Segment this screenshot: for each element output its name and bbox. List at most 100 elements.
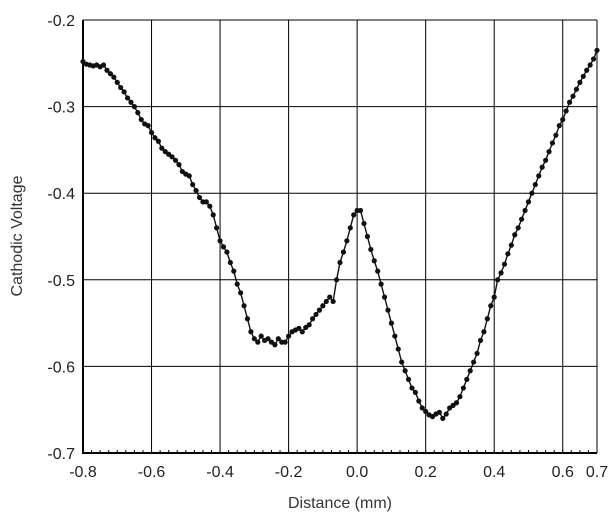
data-point-15	[131, 104, 137, 110]
data-point-22	[155, 138, 161, 144]
data-point-34	[196, 194, 203, 201]
data-point-10	[114, 79, 120, 85]
data-point-104	[436, 409, 442, 415]
data-point-73	[330, 298, 336, 305]
x-tick-label-8: 0.7	[586, 464, 608, 481]
data-point-60	[286, 333, 292, 339]
data-point-132	[532, 181, 538, 188]
data-point-90	[388, 320, 394, 326]
data-point-71	[323, 298, 329, 305]
x-tick-label-2: -0.4	[206, 464, 234, 481]
data-point-7	[104, 67, 110, 73]
data-point-47	[241, 303, 247, 309]
data-point-137	[549, 140, 556, 146]
data-point-110	[457, 394, 463, 400]
x-tick-label-3: -0.2	[275, 464, 303, 481]
data-point-129	[522, 207, 528, 214]
tick-labels: -0.8 -0.6 -0.4 -0.2 0.0 0.2 0.4 0.6 0.7 -0.2 -0.3 -…	[47, 13, 608, 481]
grid	[82, 19, 598, 454]
data-point-52	[258, 333, 264, 339]
data-point-66	[306, 322, 312, 328]
data-point-140	[560, 116, 566, 123]
y-tick-label-3: -0.5	[47, 273, 75, 290]
data-point-83	[364, 233, 371, 240]
data-point-59	[282, 339, 288, 345]
data-point-146	[580, 73, 586, 79]
data-point-28	[176, 162, 182, 168]
data-point-46	[238, 290, 244, 296]
x-tick-label-0: -0.8	[69, 464, 97, 481]
data-point-13	[124, 95, 131, 101]
data-point-98	[416, 398, 422, 404]
data-point-92	[395, 346, 401, 352]
data-point-143	[570, 93, 576, 99]
data-point-70	[320, 303, 326, 309]
data-point-95	[405, 376, 412, 382]
data-point-128	[519, 216, 525, 222]
data-point-117	[481, 329, 487, 335]
data-point-113	[467, 368, 473, 374]
data-point-136	[546, 149, 552, 155]
y-tick-label-0: -0.2	[47, 13, 75, 30]
data-point-91	[392, 333, 398, 339]
data-point-144	[573, 86, 580, 92]
data-point-112	[464, 376, 470, 382]
y-tick-label-1: -0.3	[47, 100, 75, 117]
data-point-123	[501, 261, 508, 267]
data-point-119	[488, 303, 494, 309]
data-point-94	[402, 368, 408, 374]
data-point-109	[453, 400, 460, 406]
y-axis-label: Cathodic Voltage	[9, 175, 26, 296]
data-point-17	[138, 116, 144, 123]
data-point-42	[224, 249, 230, 255]
x-tick-label-4: 0.0	[346, 464, 368, 481]
data-point-93	[399, 359, 405, 365]
data-point-12	[121, 89, 127, 95]
data-point-114	[471, 359, 477, 365]
data-point-8	[107, 71, 114, 77]
data-point-57	[275, 336, 281, 342]
data-point-122	[498, 270, 504, 276]
data-point-116	[477, 337, 484, 344]
data-point-32	[190, 181, 196, 188]
y-tick-label-4: -0.6	[47, 359, 75, 376]
data-point-82	[361, 220, 367, 227]
data-point-148	[587, 62, 593, 68]
data-point-54	[265, 336, 271, 342]
data-point-77	[344, 238, 350, 244]
data-point-130	[525, 199, 532, 205]
data-point-118	[484, 316, 490, 322]
x-tick-label-5: 0.2	[415, 464, 437, 481]
data-point-72	[327, 294, 333, 300]
data-point-84	[368, 246, 374, 253]
data-point-63	[296, 325, 302, 331]
data-point-50	[251, 336, 257, 342]
data-point-38	[210, 212, 216, 218]
data-point-19	[145, 123, 151, 129]
data-point-41	[220, 244, 227, 250]
data-series	[80, 47, 600, 421]
data-point-105	[440, 415, 446, 421]
data-point-6	[100, 62, 107, 68]
data-point-125	[508, 242, 514, 248]
data-point-45	[234, 281, 240, 287]
data-point-89	[385, 307, 391, 313]
data-point-49	[248, 329, 254, 335]
data-point-37	[207, 203, 213, 209]
data-point-121	[495, 277, 501, 283]
axes	[82, 20, 597, 454]
data-point-126	[512, 232, 518, 238]
data-point-79	[351, 212, 357, 218]
data-point-75	[337, 259, 343, 266]
data-point-141	[563, 108, 569, 114]
data-point-78	[347, 225, 353, 231]
data-point-147	[584, 67, 590, 73]
data-point-124	[505, 251, 511, 257]
data-point-96	[409, 385, 415, 391]
data-point-81	[357, 207, 364, 214]
y-tick-label-2: -0.4	[47, 186, 75, 203]
data-point-150	[594, 47, 600, 53]
x-axis-label: Distance (mm)	[288, 495, 392, 512]
data-point-115	[474, 350, 480, 357]
data-point-111	[460, 385, 466, 391]
